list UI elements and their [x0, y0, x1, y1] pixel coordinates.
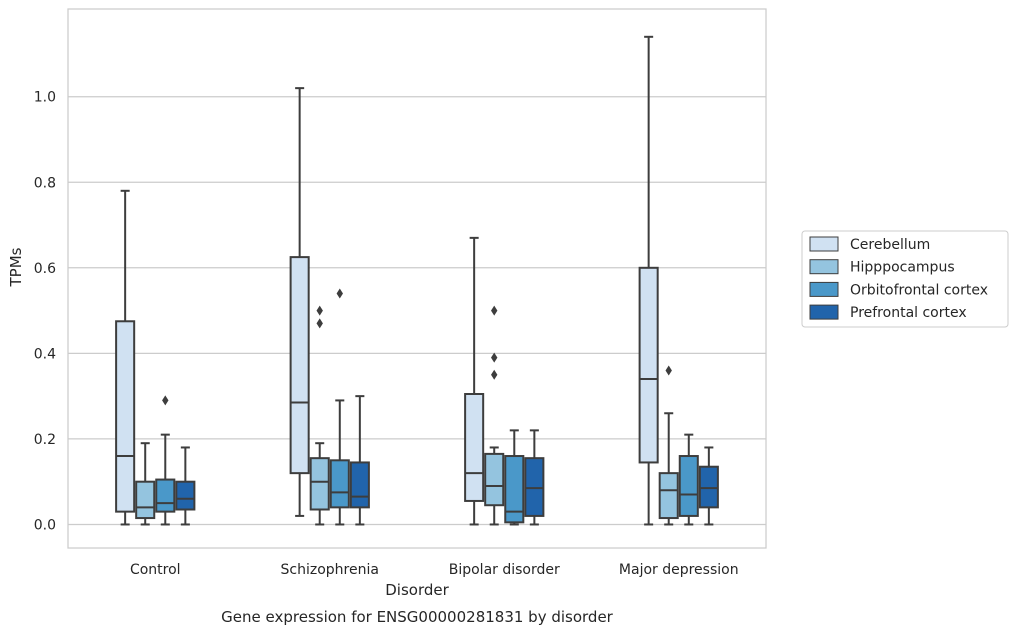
y-tick-label: 0.2 [34, 432, 56, 448]
y-tick-label: 0.8 [34, 175, 56, 191]
outlier-point [316, 318, 323, 329]
grid-lines [68, 96, 766, 526]
outlier-point [491, 305, 498, 316]
legend-label: Hipppocampus [850, 260, 955, 276]
y-tick-label: 0.0 [34, 517, 56, 533]
iqr-box [115, 320, 136, 513]
legend-swatch [809, 259, 839, 275]
iqr-box [658, 472, 679, 520]
chart-caption: Gene expression for ENSG00000281831 by d… [221, 608, 614, 626]
box-cerebellum [638, 35, 659, 526]
outlier-point [336, 288, 343, 299]
iqr-box [678, 455, 699, 517]
y-axis-title: TPMs [7, 247, 25, 287]
box-orbitofrontal-cortex [329, 288, 350, 526]
y-tick-labels: 0.0 0.2 0.4 0.6 0.8 1.0 [34, 90, 56, 534]
x-tick-label: Bipolar disorder [449, 562, 560, 578]
box-prefrontal-cortex [698, 446, 719, 526]
iqr-box [135, 480, 156, 520]
iqr-box [484, 452, 505, 507]
legend-swatch [809, 304, 839, 320]
x-tick-label: Schizophrenia [281, 562, 379, 578]
outlier-point [316, 305, 323, 316]
legend-label: Cerebellum [850, 237, 930, 253]
outlier-point [491, 352, 498, 363]
x-tick-label: Major depression [619, 562, 739, 578]
plot-area-frame [67, 8, 767, 549]
iqr-box [175, 480, 196, 511]
iqr-box [309, 457, 330, 511]
box-orbitofrontal-cortex [678, 433, 699, 526]
iqr-box [698, 465, 719, 509]
x-tick-labels: Control Schizophrenia Bipolar disorder Majo… [130, 562, 739, 578]
outlier-point [162, 395, 169, 406]
box-cerebellum [464, 236, 485, 526]
iqr-box [464, 393, 485, 502]
box-cerebellum [115, 189, 136, 526]
outlier-point [665, 365, 672, 376]
legend-label: Prefrontal cortex [850, 305, 967, 321]
y-tick-label: 0.4 [34, 346, 56, 362]
x-tick-label: Control [130, 562, 181, 578]
box-hipppocampus [135, 442, 156, 526]
iqr-box [289, 256, 310, 475]
legend-frame [801, 230, 1009, 328]
legend-swatch [809, 236, 839, 252]
iqr-box [155, 478, 176, 513]
legend-swatch [809, 281, 839, 297]
iqr-box [524, 457, 545, 517]
box-cerebellum [289, 87, 310, 517]
box-prefrontal-cortex [524, 429, 545, 526]
outlier-point [491, 369, 498, 380]
box-prefrontal-cortex [175, 446, 196, 526]
y-tick-label: 0.6 [34, 261, 56, 277]
x-axis-title: Disorder [385, 581, 449, 599]
box-hipppocampus [309, 305, 330, 526]
legend: Cerebellum Hipppocampus Orbitofrontal cort… [801, 230, 1009, 328]
box-prefrontal-cortex [349, 395, 370, 526]
legend-label: Orbitofrontal cortex [850, 282, 988, 298]
iqr-box [349, 461, 370, 509]
iqr-box [329, 459, 350, 509]
box-orbitofrontal-cortex [504, 429, 525, 526]
iqr-box [638, 266, 659, 464]
iqr-box [504, 455, 525, 524]
y-tick-label: 1.0 [34, 90, 56, 106]
box-hipppocampus [658, 365, 679, 526]
box-orbitofrontal-cortex [155, 395, 176, 526]
box-hipppocampus [484, 305, 505, 526]
boxes [115, 35, 719, 526]
